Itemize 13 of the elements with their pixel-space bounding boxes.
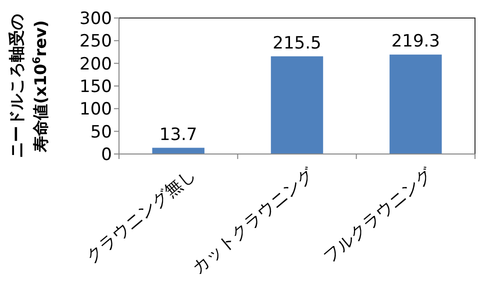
data-label: 219.3	[391, 32, 440, 52]
bar	[270, 56, 324, 154]
x-tick-label: フルクラウニング	[320, 164, 438, 268]
y-tick-label: 300	[80, 8, 112, 29]
y-tick-label: 150	[80, 76, 112, 97]
data-label: 13.7	[159, 124, 198, 145]
data-label: 215.5	[272, 33, 322, 54]
y-tick-label: 0	[101, 144, 112, 165]
bar	[390, 54, 442, 154]
y-tick-label: 200	[80, 54, 112, 74]
y-tick-label: 250	[80, 32, 112, 52]
y-tick-label: 50	[90, 122, 112, 142]
y-tick-label: 100	[80, 100, 112, 120]
